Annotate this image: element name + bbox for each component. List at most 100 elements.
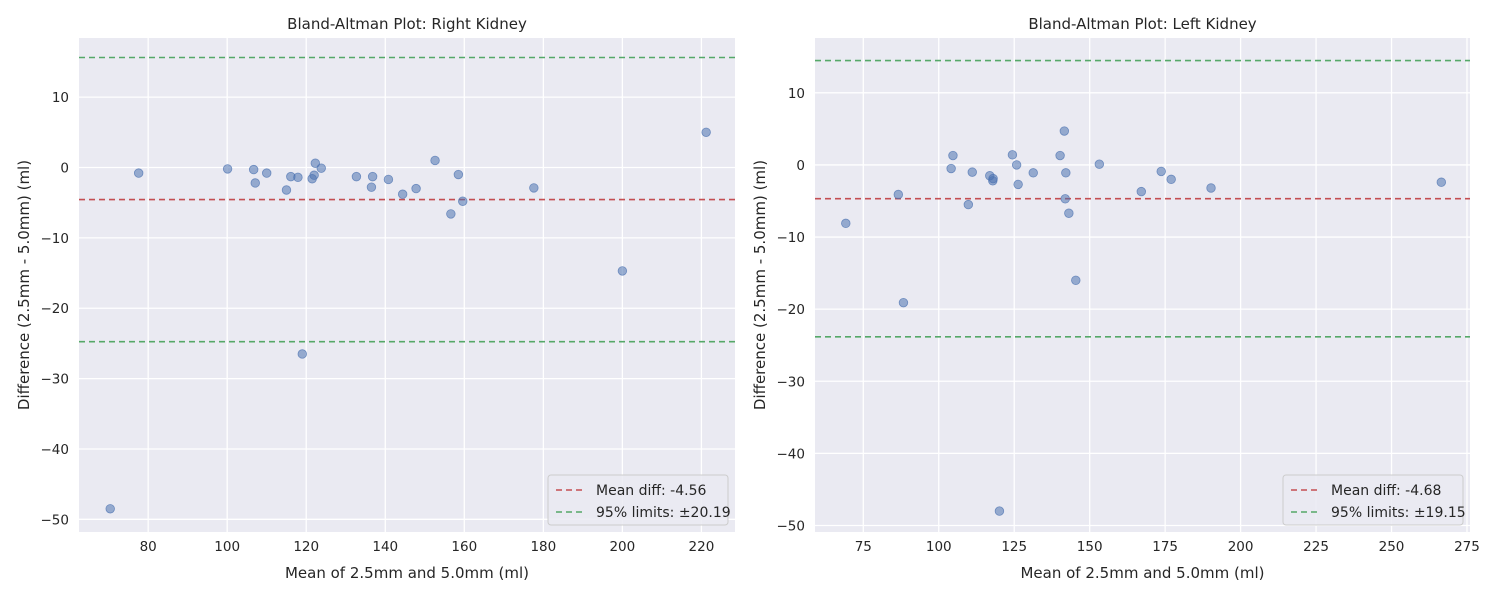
y-tick-label: −40 [41,442,70,458]
x-tick-label: 140 [372,539,398,555]
x-tick-label: 100 [214,539,240,555]
x-tick-label: 125 [1001,539,1027,555]
data-point [898,297,909,308]
chart-title: Bland-Altman Plot: Right Kidney [287,15,527,33]
legend-limits-label: 95% limits: ±20.19 [596,505,731,521]
data-point [893,189,904,200]
x-tick-label: 200 [1228,539,1254,555]
x-tick-label: 220 [689,539,715,555]
data-point [1436,177,1447,187]
data-point [1028,168,1038,178]
tick-labels: 75 100 125 150 175 200 225 250 275−50−40−30−20−1… [777,86,1480,555]
y-tick-label: −20 [777,302,806,318]
x-axis-label: Mean of 2.5mm and 5.0mm (ml) [285,564,529,582]
data-point [222,164,233,174]
data-points [841,126,1447,516]
data-point [841,218,851,229]
data-point [946,163,956,174]
data-point [1059,126,1070,136]
x-tick-label: 75 [855,539,872,555]
y-tick-label: 0 [796,158,805,174]
data-point [701,127,711,137]
x-tick-label: 120 [293,539,319,555]
gridlines [79,38,735,532]
data-point [430,155,440,166]
reference-lines [815,59,1470,338]
legend: Mean diff: -4.68 95% limits: ±19.15 [1282,474,1466,526]
legend-box [547,474,729,526]
x-tick-label: 80 [140,539,157,555]
x-axis-label: Mean of 2.5mm and 5.0mm (ml) [1020,564,1264,582]
data-point [351,171,362,182]
plot-area [815,38,1470,532]
x-tick-label: 180 [530,539,556,555]
y-tick-label: −50 [41,512,70,528]
data-point [529,183,539,193]
x-tick-label: 250 [1379,539,1405,555]
y-tick-label: −30 [41,372,70,388]
left-kidney-panel: 75 100 125 150 175 200 225 250 275−50−40−30−20−1… [751,15,1480,582]
x-tick-label: 160 [451,539,477,555]
data-point [411,183,421,194]
x-tick-label: 200 [609,539,635,555]
data-point [309,170,319,180]
gridlines [815,38,1470,532]
data-point [967,167,977,177]
data-point [1055,150,1065,161]
data-point [617,266,628,276]
legend-mean-label: Mean diff: -4.68 [1331,483,1441,499]
data-point [248,164,259,175]
data-point [1094,159,1105,169]
y-tick-label: −40 [777,446,806,462]
x-tick-label: 175 [1152,539,1178,555]
x-tick-label: 275 [1454,539,1480,555]
data-point [1061,168,1071,178]
data-point [963,199,974,210]
data-point [250,178,260,188]
x-tick-label: 100 [926,539,952,555]
data-point [366,182,377,192]
legend-box [1282,474,1464,526]
x-tick-label: 225 [1303,539,1329,555]
data-point [397,189,408,199]
y-tick-label: −30 [777,374,806,390]
y-tick-label: −10 [41,231,70,247]
data-point [988,173,998,184]
y-tick-label: −50 [777,519,806,535]
data-point [262,168,272,178]
data-point [1064,208,1074,218]
plot-area [79,38,735,532]
y-tick-label: −20 [41,301,70,317]
data-point [297,349,307,359]
data-point [281,185,292,195]
y-tick-label: 10 [52,90,69,106]
y-tick-label: 0 [60,160,69,176]
y-tick-label: −10 [777,230,806,246]
data-point [1071,275,1081,286]
legend-mean-label: Mean diff: -4.56 [596,483,707,499]
data-point [1166,174,1176,185]
legend: Mean diff: -4.56 95% limits: ±20.19 [547,474,731,526]
data-point [316,163,326,173]
data-point [1007,150,1018,160]
data-point [105,504,115,514]
data-point [367,171,378,182]
data-point [994,506,1005,516]
data-point [1011,160,1022,170]
x-tick-label: 150 [1077,539,1103,555]
data-point [1156,166,1166,177]
data-point [948,150,958,161]
data-points [105,127,711,514]
data-point [133,168,144,178]
data-point [1206,183,1216,193]
data-point [453,169,464,180]
y-tick-label: 10 [788,86,805,102]
right-kidney-panel: 80 100 120 140 160 180 200 220 −50 −40 −30 −20 −10 0 1… [15,15,735,582]
data-point [293,172,303,183]
y-axis-label: Difference (2.5mm - 5.0mm) (ml) [751,160,769,410]
chart-title: Bland-Altman Plot: Left Kidney [1028,15,1256,33]
data-point [1136,186,1146,197]
tick-labels: 80 100 120 140 160 180 200 220 −50 −40 −30 −20 −10 0 1… [41,90,715,555]
data-point [1060,194,1070,204]
